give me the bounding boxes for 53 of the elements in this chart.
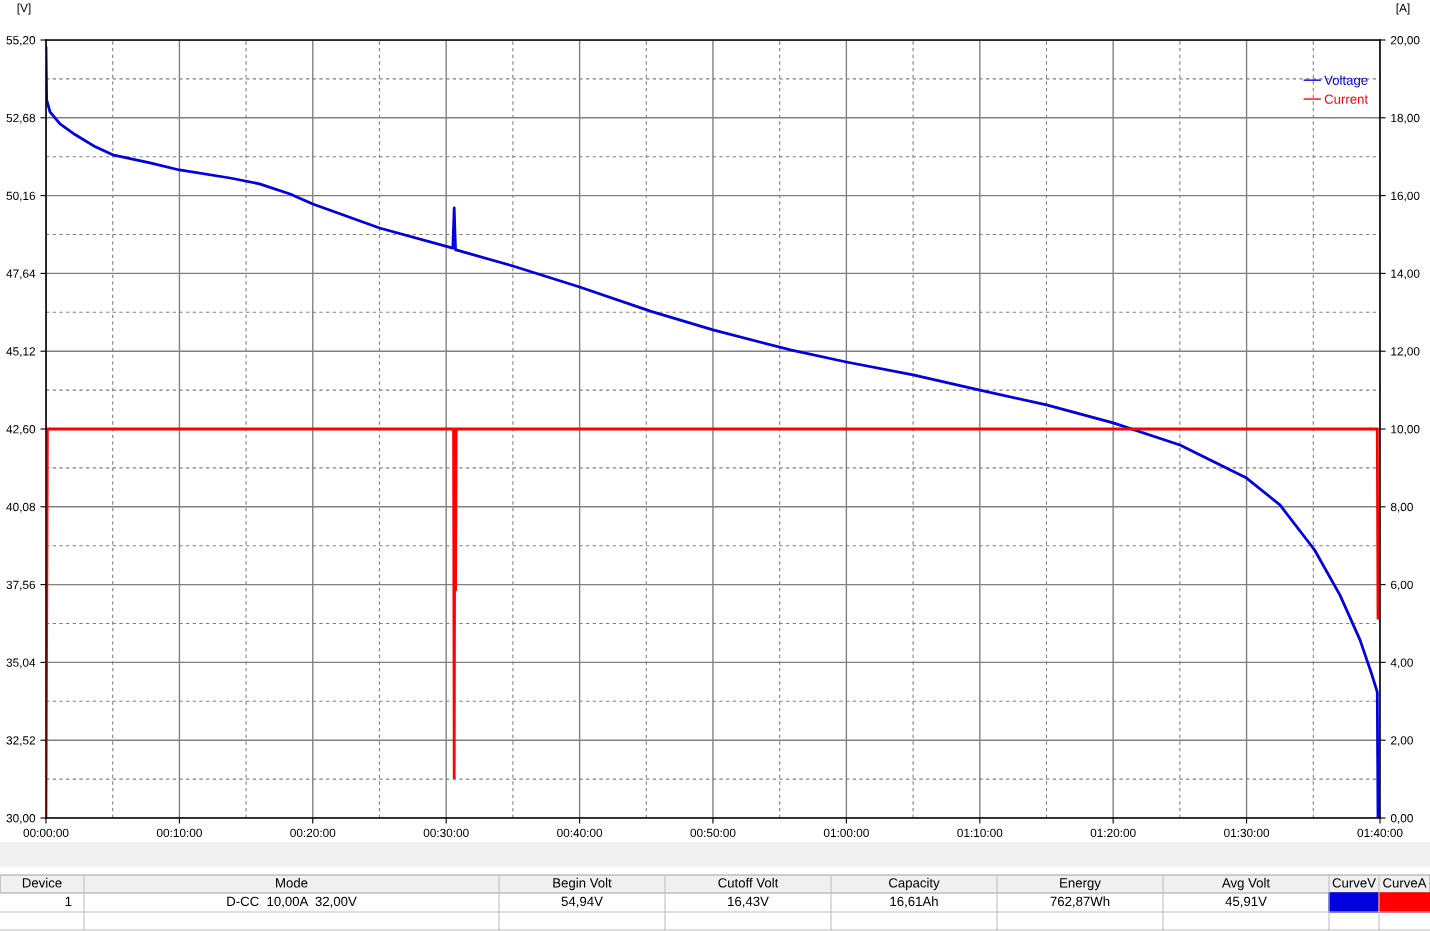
text: 762,87Wh [1050, 896, 1110, 908]
y2-tick-label: 14,00 [1391, 269, 1420, 280]
text: Begin Volt [553, 877, 612, 891]
x-tick-label: 01:30:00 [1224, 828, 1270, 838]
y-tick-label: 45,12 [6, 347, 35, 357]
x-tick-label: 00:30:00 [423, 828, 469, 838]
y-tick-label: 30,00 [6, 814, 36, 824]
text: Device [22, 877, 62, 888]
x-tick-label: 00:00:00 [23, 828, 69, 838]
text: Energy [1060, 878, 1101, 891]
y2-tick-label: 8,00 [1390, 502, 1413, 513]
x-tick-label: 00:10:00 [156, 828, 202, 838]
text: 1 [65, 896, 72, 906]
y-tick-label: 35,04 [6, 658, 36, 669]
y2-tick-label: 20,00 [1391, 36, 1420, 46]
text: CurveV [1332, 878, 1376, 888]
y2-tick-label: 6,00 [1391, 580, 1413, 591]
text: 45,91V [1225, 896, 1267, 908]
y2-axis-title: [A] [1396, 3, 1410, 15]
y2-tick-label: 12,00 [1391, 347, 1420, 357]
text: D-CC 10,00A 32,00V [227, 896, 357, 908]
y2-tick-label: 18,00 [1391, 113, 1420, 124]
y-tick-label: 50,16 [6, 191, 36, 202]
text: Mode [276, 877, 308, 888]
text: Avg Volt [1221, 877, 1270, 891]
y-tick-label: 55,20 [6, 36, 36, 46]
x-tick-label: 00:40:00 [557, 828, 603, 838]
x-tick-label: 01:00:00 [823, 828, 869, 838]
text: 16,43V [728, 896, 769, 908]
text: CurveA [1383, 878, 1427, 888]
y-axis-title: [V] [17, 3, 31, 15]
y-tick-label: 52,68 [6, 113, 36, 124]
x-tick-label: 00:20:00 [290, 828, 336, 838]
legend-label: Current [1324, 94, 1368, 104]
y-tick-label: 47,64 [6, 269, 36, 280]
y2-tick-label: 4,00 [1390, 658, 1413, 669]
x-tick-label: 01:40:00 [1357, 828, 1403, 838]
y-tick-label: 37,56 [6, 580, 36, 591]
x-tick-label: 01:10:00 [957, 828, 1003, 838]
x-tick-label: 00:50:00 [690, 828, 736, 838]
x-tick-label: 01:20:00 [1090, 828, 1136, 838]
y-tick-label: 42,60 [6, 425, 36, 435]
text: 54,94V [561, 896, 603, 908]
y2-tick-label: 0,00 [1390, 814, 1413, 824]
y2-tick-label: 10,00 [1391, 425, 1420, 435]
y2-tick-label: 2,00 [1391, 736, 1413, 746]
text: 16,61Ah [890, 896, 938, 908]
text: Capacity [889, 877, 940, 891]
y-tick-label: 32,52 [6, 736, 35, 746]
y2-tick-label: 16,00 [1391, 191, 1420, 202]
text: Cutoff Volt [718, 877, 779, 888]
y-tick-label: 40,08 [6, 502, 36, 513]
legend-label: Voltage [1324, 75, 1368, 88]
